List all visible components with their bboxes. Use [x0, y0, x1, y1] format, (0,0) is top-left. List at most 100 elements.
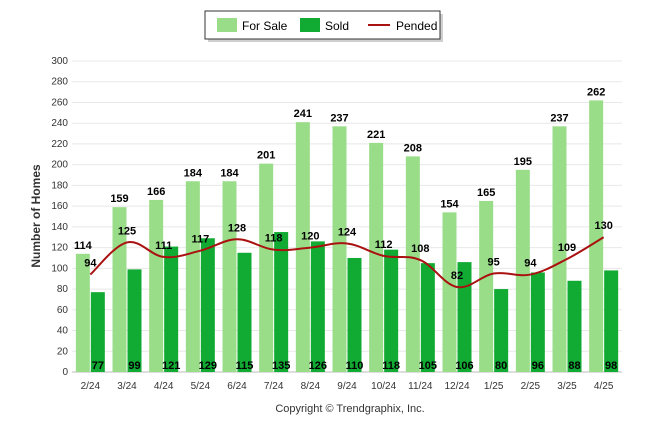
data-label-pended: 125: [118, 225, 136, 237]
bar-for-sale: [552, 126, 567, 372]
data-label-sold: 98: [605, 360, 617, 372]
data-label-pended: 112: [375, 239, 393, 251]
y-axis-title: Number of Homes: [29, 164, 43, 268]
x-tick-label: 11/24: [408, 381, 433, 392]
bar-sold: [237, 252, 252, 372]
bar-sold: [200, 238, 215, 372]
x-tick-label: 4/25: [594, 381, 614, 392]
data-label-pended: 82: [451, 270, 463, 282]
y-tick-label: 260: [51, 97, 68, 108]
x-tick-label: 5/24: [191, 381, 211, 392]
y-tick-label: 0: [62, 367, 68, 378]
x-tick-label: 12/24: [444, 381, 469, 392]
legend: For Sale Sold Pended: [204, 10, 443, 42]
data-label-sold: 110: [346, 360, 364, 372]
data-label-sold: 77: [92, 360, 104, 372]
data-label-pended: 94: [84, 258, 97, 270]
data-label-pended: 117: [191, 234, 209, 246]
data-label-for-sale: 237: [550, 112, 568, 124]
bar-sold: [347, 257, 362, 372]
bar-for-sale: [589, 100, 604, 372]
data-label-sold: 126: [309, 360, 327, 372]
y-tick-label: 220: [51, 139, 68, 150]
y-tick-label: 40: [57, 326, 69, 337]
bar-for-sale: [405, 156, 420, 372]
y-tick-label: 100: [51, 263, 68, 274]
y-tick-label: 280: [51, 77, 68, 88]
x-tick-label: 2/24: [81, 381, 101, 392]
x-tick-label: 10/24: [371, 381, 396, 392]
data-label-pended: 130: [594, 220, 612, 232]
bar-for-sale: [75, 253, 90, 372]
data-label-pended: 118: [265, 233, 283, 245]
pended-line-group: [89, 236, 605, 289]
x-tick-label: 1/25: [484, 381, 504, 392]
data-label-for-sale: 221: [367, 129, 385, 141]
y-tick-label: 200: [51, 160, 68, 171]
data-label-pended: 94: [524, 258, 537, 270]
x-tick-label: 4/24: [154, 381, 174, 392]
x-tick-label: 6/24: [227, 381, 247, 392]
bar-sold: [420, 263, 435, 372]
data-label-for-sale: 262: [587, 86, 605, 98]
data-labels: 114 77 159 99 166 121 184 129 184 115 201 135 241 126…: [74, 86, 617, 372]
bar-sold: [494, 289, 509, 372]
data-label-sold: 135: [272, 360, 290, 372]
bar-for-sale: [369, 142, 384, 372]
y-tick-label: 60: [57, 305, 69, 316]
legend-label-pended: Pended: [396, 19, 437, 33]
data-label-pended: 120: [301, 231, 319, 243]
gridlines: [72, 60, 622, 373]
x-tick-label: 2/25: [521, 381, 541, 392]
data-label-sold: 129: [199, 360, 217, 372]
bar-for-sale: [149, 199, 164, 372]
bar-sold: [164, 246, 179, 372]
bar-sold: [274, 232, 289, 372]
x-tick-label: 7/24: [264, 381, 284, 392]
data-label-for-sale: 184: [220, 167, 239, 179]
data-label-for-sale: 195: [514, 156, 532, 168]
legend-box: [204, 10, 441, 40]
x-tick-label: 9/24: [337, 381, 357, 392]
bar-sold: [530, 272, 545, 372]
data-label-sold: 88: [568, 360, 580, 372]
y-tick-label: 240: [51, 118, 68, 129]
bar-for-sale: [442, 212, 457, 372]
data-label-sold: 80: [495, 360, 507, 372]
data-label-pended: 95: [488, 257, 500, 269]
x-tick-label: 3/25: [557, 381, 577, 392]
bar-sold: [604, 270, 619, 372]
data-label-sold: 106: [455, 360, 473, 372]
data-label-sold: 105: [419, 360, 437, 372]
bar-for-sale: [185, 181, 200, 372]
bars-group: [75, 100, 619, 372]
pended-line: [89, 236, 605, 289]
legend-swatch-sold: [300, 18, 320, 32]
bar-for-sale: [259, 163, 274, 372]
bar-for-sale: [332, 126, 347, 372]
y-tick-label: 140: [51, 222, 68, 233]
data-label-pended: 108: [411, 243, 429, 255]
bar-sold: [457, 262, 472, 372]
y-axis-ticks: 0 20 40 60 80 100 120 140 160 180 200 220 240 260 280 3…: [51, 56, 68, 378]
copyright-text: Copyright © Trendgraphix, Inc.: [275, 403, 424, 415]
data-label-sold: 115: [236, 360, 254, 372]
data-label-for-sale: 237: [330, 112, 348, 124]
data-label-for-sale: 208: [404, 142, 422, 154]
data-label-pended: 128: [228, 222, 246, 234]
data-label-for-sale: 114: [74, 240, 93, 252]
bar-for-sale: [222, 181, 237, 372]
x-tick-label: 8/24: [301, 381, 321, 392]
y-tick-label: 80: [57, 284, 69, 295]
y-tick-label: 160: [51, 201, 68, 212]
data-label-sold: 121: [162, 360, 180, 372]
data-label-pended: 111: [155, 240, 172, 252]
data-label-pended: 124: [338, 226, 357, 238]
y-tick-label: 120: [51, 243, 68, 254]
y-tick-label: 20: [57, 346, 69, 357]
data-label-pended: 109: [558, 242, 576, 254]
data-label-for-sale: 165: [477, 187, 495, 199]
x-tick-label: 3/24: [117, 381, 137, 392]
